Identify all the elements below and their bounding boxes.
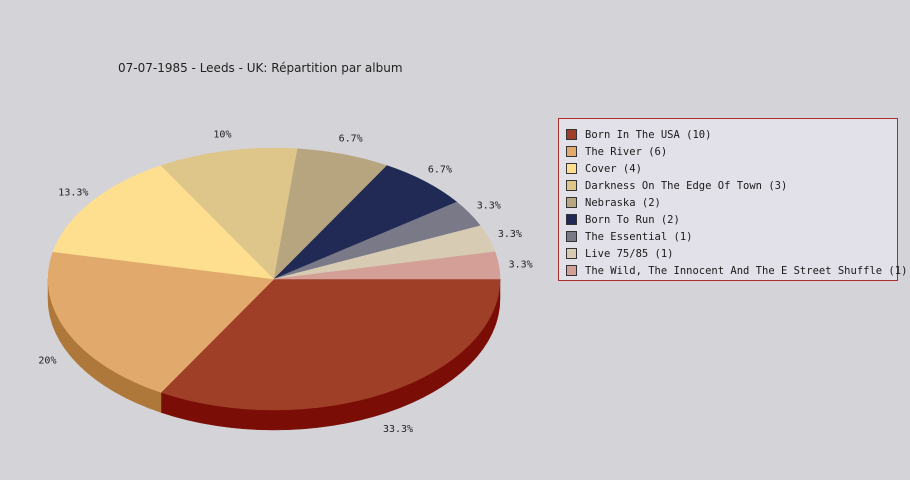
legend-item-7: Live 75/85 (1) — [566, 245, 897, 262]
slice-label-7: 3.3% — [498, 229, 522, 240]
legend-swatch — [566, 265, 577, 276]
legend-swatch — [566, 197, 577, 208]
legend-label: Cover (4) — [585, 162, 642, 175]
legend-swatch — [566, 214, 577, 225]
legend-swatch — [566, 146, 577, 157]
slice-label-4: 6.7% — [339, 133, 363, 144]
legend-label: The River (6) — [585, 145, 668, 158]
legend-item-2: Cover (4) — [566, 160, 897, 177]
chart-title: 07-07-1985 - Leeds - UK: Répartition par… — [118, 61, 403, 75]
legend-swatch — [566, 180, 577, 191]
pie-slice-8 — [273, 251, 501, 280]
legend-label: Nebraska (2) — [585, 196, 661, 209]
legend-swatch — [566, 231, 577, 242]
slice-label-8: 3.3% — [509, 259, 533, 270]
legend-label: Live 75/85 (1) — [585, 247, 674, 260]
slice-label-2: 13.3% — [58, 187, 88, 198]
legend-label: The Wild, The Innocent And The E Street … — [585, 264, 908, 277]
legend: Born In The USA (10) The River (6) Cover (… — [558, 118, 907, 281]
pie-slice-0 — [160, 278, 501, 411]
legend-label: Born In The USA (10) — [585, 128, 712, 141]
slice-label-5: 6.7% — [428, 164, 452, 175]
legend-item-4: Nebraska (2) — [566, 194, 897, 211]
slice-label-6: 3.3% — [477, 201, 501, 212]
slice-label-1: 20% — [38, 356, 56, 367]
slice-label-0: 33.3% — [383, 424, 413, 435]
pie-slice-3 — [160, 147, 298, 280]
pie-slice-2 — [52, 165, 275, 280]
pie-slice-1 — [47, 251, 275, 393]
legend-swatch — [566, 163, 577, 174]
legend-item-3: Darkness On The Edge Of Town (3) — [566, 177, 897, 194]
slice-label-3: 10% — [213, 129, 231, 140]
legend-item-1: The River (6) — [566, 143, 897, 160]
legend-label: Darkness On The Edge Of Town (3) — [585, 179, 788, 192]
legend-item-0: Born In The USA (10) — [566, 126, 897, 143]
legend-swatch — [566, 129, 577, 140]
legend-label: The Essential (1) — [585, 230, 693, 243]
legend-item-5: Born To Run (2) — [566, 211, 897, 228]
legend-swatch — [566, 248, 577, 259]
legend-item-6: The Essential (1) — [566, 228, 897, 245]
legend-item-8: The Wild, The Innocent And The E Street … — [566, 262, 907, 279]
legend-label: Born To Run (2) — [585, 213, 680, 226]
